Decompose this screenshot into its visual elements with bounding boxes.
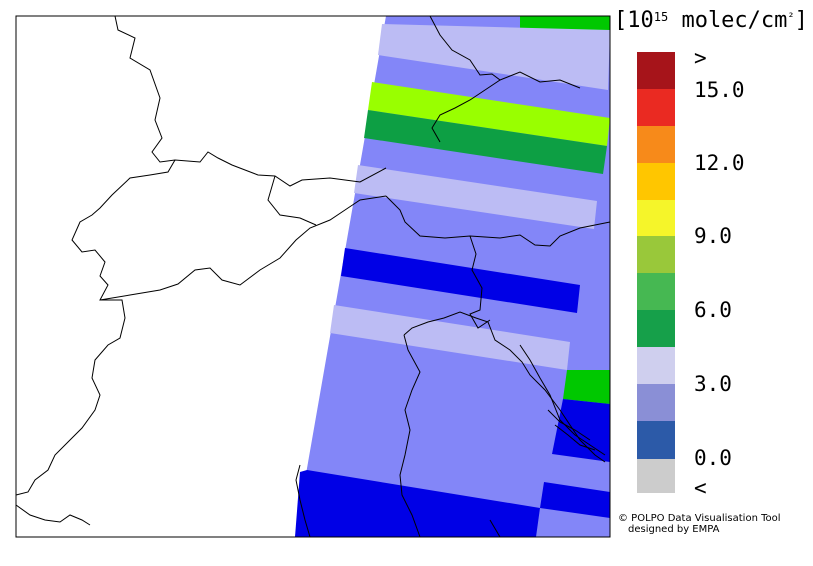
swath-band-light-1	[378, 24, 610, 90]
satellite-swath	[295, 16, 610, 537]
border-line	[15, 504, 91, 526]
colorbar-swatch-6-7.5	[637, 273, 675, 310]
colorbar-swatch-1.5-3	[637, 384, 675, 421]
unit-text: molec/cm	[668, 8, 788, 33]
colorbar-swatch-below	[637, 459, 675, 493]
colorbar-label-3: 3.0	[694, 372, 732, 396]
coastline	[554, 424, 596, 451]
colorbar-label-above: >	[694, 46, 707, 70]
colorbar-label-6: 6.0	[694, 298, 732, 322]
unit-squared: ²	[787, 10, 795, 24]
swath-band-light-2	[354, 165, 597, 229]
colorbar-swatch-3-4.5	[637, 347, 675, 384]
swath-band-dark-2	[552, 399, 610, 462]
colorbar-swatch-0-1.5	[637, 421, 675, 459]
colorbar-label-9: 9.0	[694, 224, 732, 248]
coastline	[399, 334, 421, 538]
border-line	[469, 235, 491, 329]
credit-line-2: designed by EMPA	[628, 524, 720, 535]
unit-close-bracket: ]	[794, 8, 808, 33]
coastline	[547, 409, 591, 441]
colorbar-swatch-4.5-6	[637, 310, 675, 347]
coastline	[295, 464, 311, 538]
credit-text: © POLPO Data Visualisation Tool designed…	[618, 513, 781, 535]
coastline	[403, 311, 606, 463]
swath-band-dark-1	[341, 248, 580, 313]
border-line	[385, 195, 611, 247]
country-borders	[15, 15, 611, 538]
swath-band-green-bright	[563, 370, 610, 404]
border-line	[429, 15, 501, 143]
border-line	[267, 175, 317, 226]
swath-band-green-top	[520, 16, 610, 30]
border-line	[15, 159, 176, 496]
swath-band-dark-4	[295, 470, 540, 537]
border-line	[99, 195, 387, 301]
colorbar-swatch-above	[637, 52, 675, 89]
colorbar-swatch-10.5-12	[637, 163, 675, 200]
colorbar-swatch-12-13.5	[637, 126, 675, 163]
colorbar-label-15: 15.0	[694, 78, 745, 102]
border-line	[489, 519, 501, 538]
swath-band-green-mid	[364, 110, 607, 174]
colorbar-label-below: <	[694, 476, 707, 500]
colorbar-swatch-9-10.5	[637, 200, 675, 236]
coastline	[519, 344, 606, 456]
colorbar-label-0: 0.0	[694, 446, 732, 470]
colorbar-swatch-13.5-15	[637, 89, 675, 126]
unit-exponent: 15	[653, 10, 669, 24]
credit-line-1: © POLPO Data Visualisation Tool	[618, 513, 781, 524]
border-line	[114, 15, 387, 187]
map-frame	[15, 15, 611, 538]
unit-prefix: 10	[627, 8, 654, 33]
colorbar-swatch-7.5-9	[637, 236, 675, 273]
unit-open-bracket: [	[614, 8, 628, 33]
swath-band-lime	[368, 82, 610, 146]
border-line	[499, 71, 581, 89]
colorbar-unit-label: [1015 molec/cm²]	[614, 8, 810, 40]
swath-band-light-3	[330, 305, 570, 370]
colorbar-label-12: 12.0	[694, 151, 745, 175]
swath-band-dark-3	[540, 482, 610, 518]
